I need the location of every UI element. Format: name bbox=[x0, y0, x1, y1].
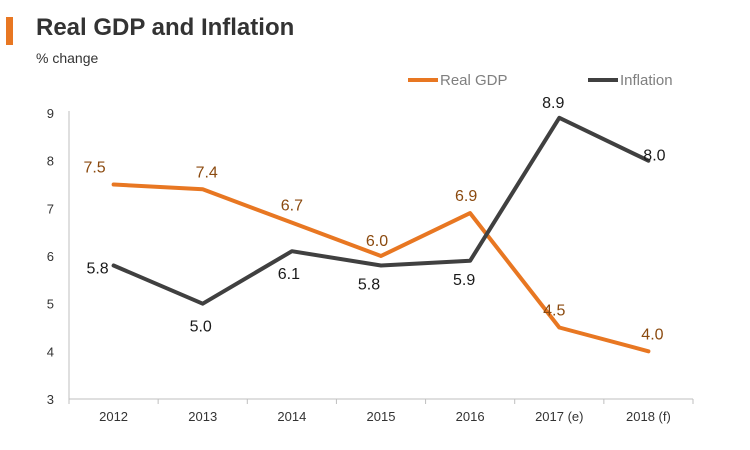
inflation-data-label: 5.9 bbox=[453, 272, 475, 289]
real-gdp-data-label: 6.0 bbox=[366, 233, 388, 250]
real-gdp-series-line bbox=[111, 182, 651, 354]
y-tick-label: 9 bbox=[47, 106, 54, 121]
inflation-data-label: 5.8 bbox=[86, 261, 108, 278]
inflation-data-label: 8.9 bbox=[542, 95, 564, 112]
legend-label-inflation: Inflation bbox=[620, 72, 673, 89]
y-tick-label: 5 bbox=[47, 297, 54, 312]
inflation-data-label: 6.1 bbox=[278, 266, 300, 283]
x-tick-label: 2015 bbox=[367, 409, 396, 424]
real-gdp-data-label: 7.4 bbox=[196, 164, 218, 181]
x-tick-label: 2018 (f) bbox=[626, 409, 671, 424]
x-tick-label: 2013 bbox=[188, 409, 217, 424]
real-gdp-data-label: 4.5 bbox=[543, 303, 565, 320]
inflation-series-line bbox=[111, 115, 651, 306]
title-accent-bar bbox=[6, 17, 13, 45]
y-tick-label: 4 bbox=[47, 344, 54, 359]
y-tick-label: 8 bbox=[47, 154, 54, 169]
x-tick-label: 2014 bbox=[277, 409, 306, 424]
y-tick-label: 7 bbox=[47, 201, 54, 216]
y-tick-label: 6 bbox=[47, 249, 54, 264]
x-tick-label: 2017 (e) bbox=[535, 409, 583, 424]
real-gdp-data-label: 6.7 bbox=[281, 198, 303, 215]
chart-title: Real GDP and Inflation bbox=[36, 14, 295, 41]
inflation-data-label: 5.0 bbox=[190, 319, 212, 336]
x-tick-label: 2012 bbox=[99, 409, 128, 424]
chart-subtitle: % change bbox=[36, 50, 99, 66]
x-tick-label: 2016 bbox=[456, 409, 485, 424]
y-tick-label: 3 bbox=[47, 392, 54, 407]
real-gdp-data-label: 6.9 bbox=[455, 188, 477, 205]
inflation-data-label: 8.0 bbox=[643, 148, 665, 165]
real-gdp-data-label: 7.5 bbox=[83, 160, 105, 177]
inflation-data-label: 5.8 bbox=[358, 277, 380, 294]
legend-label-real-gdp: Real GDP bbox=[440, 72, 508, 89]
real-gdp-data-label: 4.0 bbox=[641, 326, 663, 343]
